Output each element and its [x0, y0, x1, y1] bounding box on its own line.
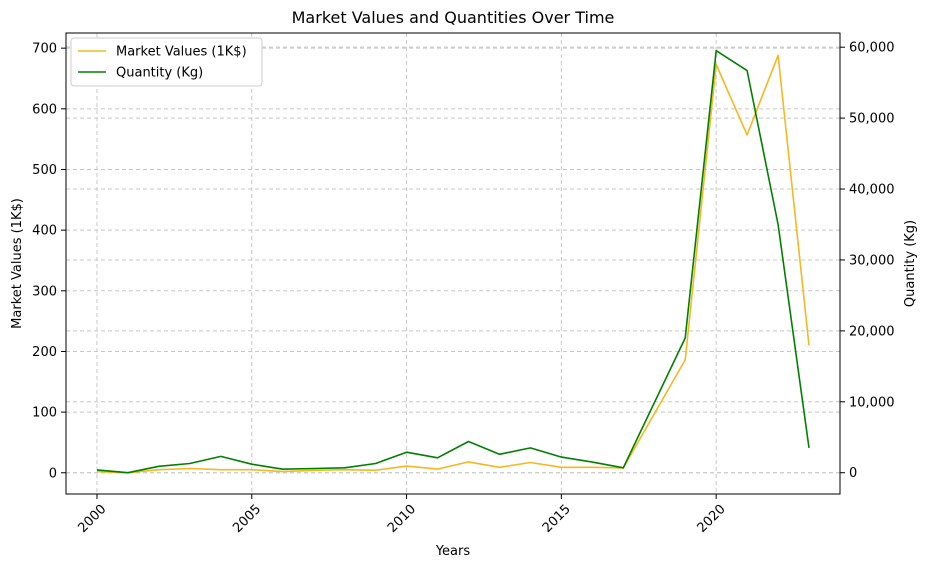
y-left-tick-label: 400 — [32, 224, 57, 239]
y-left-tick-label: 300 — [32, 284, 57, 299]
series-line-market-values — [96, 54, 810, 474]
legend-label-quantity: Quantity (Kg) — [116, 66, 203, 81]
y-right-tick-label: 40,000 — [849, 183, 895, 198]
y-right-tick-label: 60,000 — [849, 41, 895, 56]
y-right-tick-label: 50,000 — [849, 112, 895, 127]
x-axis-label: Years — [435, 544, 471, 559]
y-right-tick-label: 0 — [849, 466, 857, 481]
series-line-quantity — [96, 49, 810, 474]
y-left-tick-label: 600 — [32, 102, 57, 117]
y-left-tick-label: 500 — [32, 163, 57, 178]
y-right-tick-label: 30,000 — [849, 253, 895, 268]
legend: Market Values (1K$) Quantity (Kg) — [70, 37, 263, 87]
y-right-tick-label: 10,000 — [849, 395, 895, 410]
y-right-tick-label: 20,000 — [849, 324, 895, 339]
y-axis-right-label: Quantity (Kg) — [903, 220, 918, 307]
x-axis: 2000 2005 2010 2015 2020 — [75, 494, 729, 536]
series-lines — [96, 49, 810, 474]
x-tick-label: 2015 — [540, 502, 574, 536]
x-tick-label: 2010 — [385, 502, 419, 536]
plot-frame — [65, 32, 841, 495]
legend-box — [70, 37, 263, 87]
y-axis-left: 0 100 200 300 400 500 600 700 — [32, 42, 66, 481]
x-tick-label: 2020 — [695, 502, 729, 536]
plot-area — [66, 33, 840, 494]
y-axis-right: 0 10,000 20,000 30,000 40,000 50,000 60,000 — [840, 41, 895, 481]
legend-label-market-values: Market Values (1K$) — [116, 45, 247, 60]
chart-title: Market Values and Quantities Over Time — [292, 8, 615, 27]
x-tick-label: 2005 — [230, 502, 264, 536]
y-left-tick-label: 100 — [32, 406, 57, 421]
y-left-tick-label: 200 — [32, 345, 57, 360]
x-tick-label: 2000 — [75, 502, 109, 536]
y-axis-left-label: Market Values (1K$) — [10, 198, 25, 329]
y-left-tick-label: 0 — [49, 466, 57, 481]
y-left-tick-label: 700 — [32, 42, 57, 57]
